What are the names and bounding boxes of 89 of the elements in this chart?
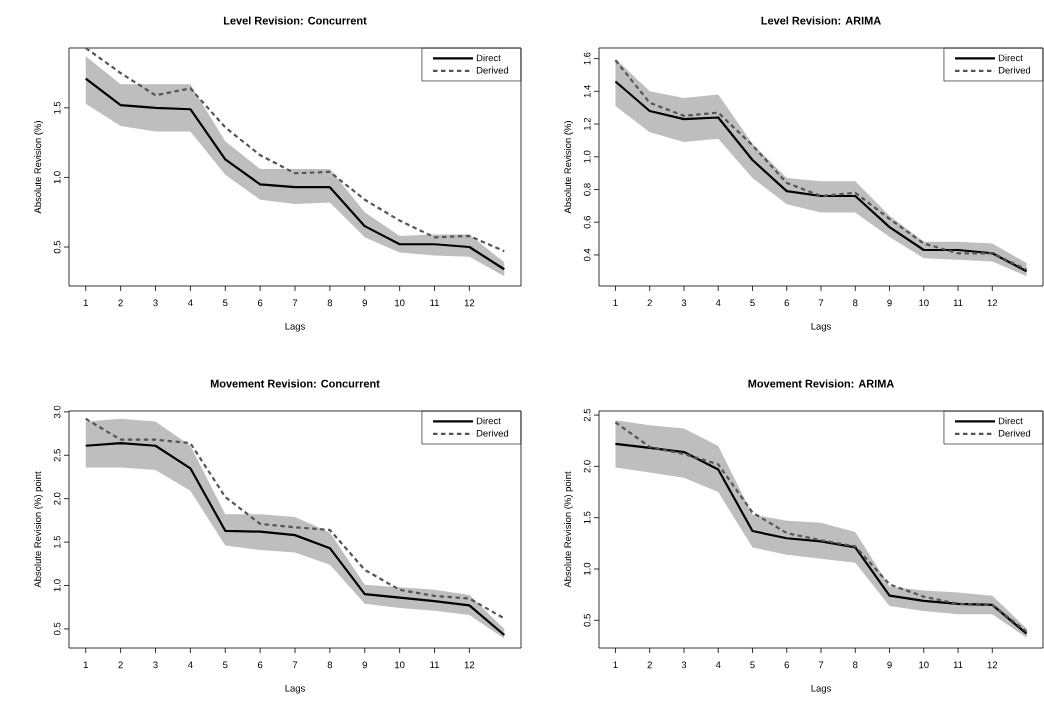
x-tick-label: 11 [953,299,963,307]
x-tick-label: 9 [887,299,892,307]
x-tick-label: 9 [362,661,367,669]
y-tick-label: 3.0 [53,405,61,419]
x-tick-label: 7 [292,661,298,669]
x-tick-label: 12 [464,299,475,307]
x-tick-label: 11 [953,661,963,669]
y-tick-label: 0.5 [53,622,61,636]
y-axis-title: Absolute Revision (%) [564,121,573,214]
x-tick-label: 9 [887,661,892,669]
x-tick-label: 3 [153,661,158,669]
y-tick-label: 1.0 [583,150,591,163]
x-tick-label: 6 [257,299,263,307]
y-tick-label: 1.6 [583,52,591,65]
legend-label: Derived [998,66,1031,74]
legend-label: Direct [998,54,1023,62]
x-tick-label: 5 [222,661,228,669]
x-tick-label: 3 [681,299,687,307]
x-tick-label: 6 [784,299,789,307]
y-tick-label: 0.4 [583,248,591,262]
y-axis-title: Absolute Revision (%) [34,121,43,214]
x-tick-label: 1 [613,661,618,669]
legend-label: Derived [476,429,509,437]
y-tick-label: 1.2 [583,117,591,130]
x-tick-label: 10 [395,299,405,307]
x-tick-label: 10 [919,661,929,669]
x-tick-label: 7 [292,299,298,307]
x-axis-title: Lags [811,323,831,332]
y-tick-label: 0.6 [583,216,591,229]
x-tick-label: 5 [222,299,228,307]
x-axis-title: Lags [811,685,831,694]
x-tick-label: 4 [715,299,721,307]
y-tick-label: 0.5 [583,614,591,627]
x-tick-label: 12 [987,299,998,307]
y-tick-label: 2.5 [583,408,591,422]
x-tick-label: 2 [647,661,652,669]
legend-label: Direct [476,54,501,62]
x-tick-label: 5 [750,299,755,307]
legend-label: Derived [476,66,509,74]
chart-title: Movement Revision: Concurrent [210,379,380,388]
chart-title: Level Revision: Concurrent [223,16,367,25]
y-tick-label: 2.5 [53,449,61,462]
legend-label: Direct [476,417,501,425]
y-axis-title: Absolute Revision (%) point [564,471,573,588]
x-tick-label: 7 [818,299,824,307]
x-axis-title: Lags [285,323,305,332]
x-tick-label: 6 [784,661,789,669]
x-tick-label: 12 [464,661,475,669]
x-tick-label: 10 [919,299,929,307]
y-tick-label: 1.4 [583,85,591,98]
legend-label: Derived [998,429,1031,437]
x-tick-label: 11 [430,299,439,307]
x-tick-label: 3 [153,299,158,307]
y-tick-label: 2.0 [53,492,61,505]
x-tick-label: 3 [681,661,687,669]
x-tick-label: 8 [853,661,858,669]
x-tick-label: 9 [362,299,367,307]
x-tick-label: 1 [83,661,88,669]
y-tick-label: 1.0 [53,579,61,592]
y-axis-title: Absolute Revision (%) point [34,471,43,588]
x-axis-title: Lags [285,685,305,694]
x-tick-label: 11 [430,661,439,669]
x-tick-label: 2 [118,299,123,307]
y-tick-label: 1.5 [53,101,61,114]
x-tick-label: 5 [750,661,755,669]
x-tick-label: 2 [647,299,652,307]
y-tick-label: 1.5 [583,511,591,524]
chart-title: Level Revision: ARIMA [761,16,881,25]
chart-title: Movement Revision: ARIMA [748,379,894,388]
x-tick-label: 6 [257,661,263,669]
x-tick-label: 1 [83,299,88,307]
x-tick-label: 4 [187,661,193,669]
x-tick-label: 10 [395,661,405,669]
legend-label: Direct [998,417,1023,425]
x-tick-label: 2 [118,661,123,669]
y-tick-label: 1.5 [53,535,61,548]
x-tick-label: 4 [715,661,721,669]
x-tick-label: 12 [987,661,998,669]
y-tick-label: 1.0 [53,171,61,184]
y-tick-label: 1.0 [583,562,591,575]
y-tick-label: 0.8 [583,183,591,196]
x-tick-label: 8 [853,299,858,307]
x-tick-label: 4 [187,299,193,307]
y-tick-label: 0.5 [53,240,61,254]
x-tick-label: 8 [327,661,333,669]
y-tick-label: 2.0 [583,460,591,473]
x-tick-label: 1 [613,299,618,307]
x-tick-label: 8 [327,299,333,307]
x-tick-label: 7 [818,661,824,669]
